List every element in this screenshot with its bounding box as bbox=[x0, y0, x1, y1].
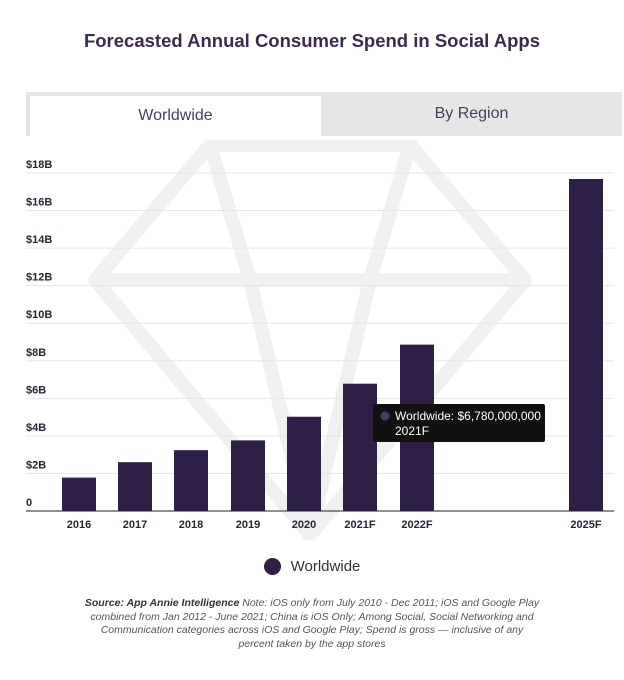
y-tick-label: $6B bbox=[26, 384, 46, 396]
footnote-source: Source: App Annie Intelligence bbox=[84, 597, 240, 609]
tab-by-region[interactable]: By Region bbox=[321, 92, 622, 136]
tooltip-line1: Worldwide: $6,780,000,000 bbox=[395, 409, 541, 423]
x-tick-label: 2020 bbox=[292, 519, 316, 531]
bar-2020[interactable] bbox=[287, 416, 321, 511]
y-axis-ticks: 0 $2B $4B $6B $8B $10B $12B $14B $16B $18B bbox=[26, 159, 52, 509]
legend-swatch bbox=[263, 558, 281, 575]
y-tick-label: $14B bbox=[26, 234, 52, 246]
legend-label: Worldwide bbox=[290, 558, 361, 575]
x-tick-label: 2025F bbox=[570, 519, 601, 531]
x-tick-label: 2021F bbox=[344, 519, 375, 531]
x-tick-label: 2016 bbox=[67, 519, 91, 531]
x-tick-label: 2017 bbox=[123, 519, 147, 531]
y-tick-label: $4B bbox=[26, 422, 46, 434]
bar-2018[interactable] bbox=[174, 450, 208, 511]
footnote-note: Note: iOS only from July 2010 - Dec 2011… bbox=[90, 597, 540, 650]
bar-2016[interactable] bbox=[62, 477, 96, 511]
x-tick-label: 2019 bbox=[236, 519, 260, 531]
bar-chart: 0$2B$4B$6B$8B$10B$12B$14B$16B$18B 2016 20… bbox=[26, 140, 614, 540]
tab-bar: Worldwide By Region bbox=[26, 92, 622, 136]
y-tick-label: $10B bbox=[26, 309, 52, 321]
tab-worldwide[interactable]: Worldwide bbox=[26, 92, 321, 136]
y-tick-label: $2B bbox=[26, 459, 46, 471]
tooltip-line2: 2021F bbox=[395, 424, 429, 438]
bar-2017[interactable] bbox=[118, 462, 152, 511]
y-tick-label: $8B bbox=[26, 347, 46, 359]
y-tick-label: $12B bbox=[26, 272, 52, 284]
tooltip-box bbox=[373, 404, 545, 442]
y-tick-label: $16B bbox=[26, 197, 52, 209]
y-tick-label: 0 bbox=[26, 497, 32, 509]
footnote: Source: App Annie Intelligence Note: iOS… bbox=[82, 597, 542, 651]
legend: Worldwide bbox=[0, 558, 624, 575]
tooltip: Worldwide: $6,780,000,000 2021F bbox=[373, 404, 545, 442]
y-tick-label: $18B bbox=[26, 159, 52, 171]
bar-2021f[interactable] bbox=[343, 383, 377, 511]
x-tick-label: 2022F bbox=[401, 519, 432, 531]
tooltip-marker bbox=[380, 411, 390, 421]
x-axis-ticks: 2016 2017 2018 2019 2020 2021F 2022F 2025F bbox=[67, 519, 602, 531]
bar-2019[interactable] bbox=[231, 440, 265, 511]
chart-title: Forecasted Annual Consumer Spend in Soci… bbox=[83, 30, 541, 51]
x-tick-label: 2018 bbox=[179, 519, 203, 531]
bar-2025f[interactable] bbox=[569, 179, 603, 511]
